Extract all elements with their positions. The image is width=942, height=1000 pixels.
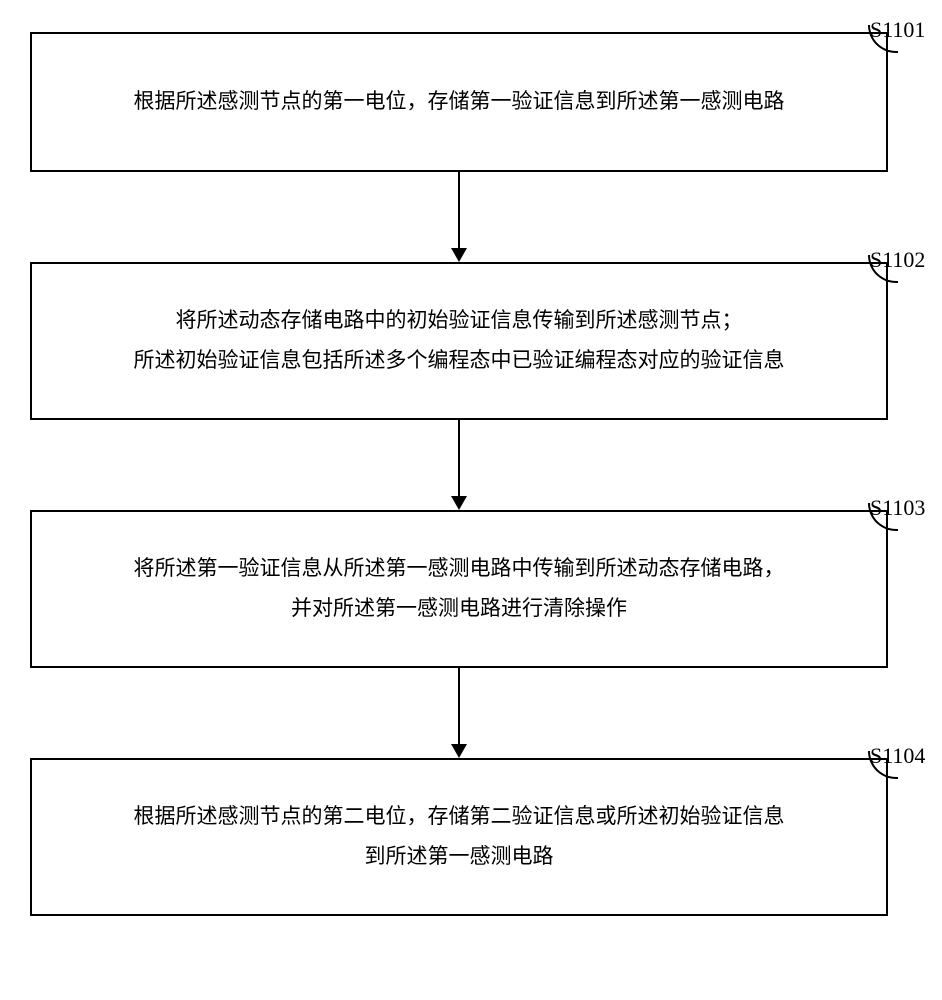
arrow-line-1 xyxy=(458,172,460,248)
arrow-line-2 xyxy=(458,420,460,496)
box-text: 将所述动态存储电路中的初始验证信息传输到所述感测节点； xyxy=(176,301,743,341)
flowchart-container: S1101 根据所述感测节点的第一电位，存储第一验证信息到所述第一感测电路 S1… xyxy=(0,0,942,1000)
flowchart-box-3: 将所述第一验证信息从所述第一感测电路中传输到所述动态存储电路， 并对所述第一感测… xyxy=(30,510,888,668)
box-text: 到所述第一感测电路 xyxy=(365,837,554,877)
arrow-line-3 xyxy=(458,668,460,744)
box-text: 将所述第一验证信息从所述第一感测电路中传输到所述动态存储电路， xyxy=(134,549,785,589)
flowchart-box-1: 根据所述感测节点的第一电位，存储第一验证信息到所述第一感测电路 xyxy=(30,32,888,172)
arrow-head-3 xyxy=(451,744,467,758)
box-text: 根据所述感测节点的第一电位，存储第一验证信息到所述第一感测电路 xyxy=(134,82,785,122)
box-text: 并对所述第一感测电路进行清除操作 xyxy=(291,589,627,629)
flowchart-box-4: 根据所述感测节点的第二电位，存储第二验证信息或所述初始验证信息 到所述第一感测电… xyxy=(30,758,888,916)
arrow-head-1 xyxy=(451,248,467,262)
flowchart-box-2: 将所述动态存储电路中的初始验证信息传输到所述感测节点； 所述初始验证信息包括所述… xyxy=(30,262,888,420)
box-text: 根据所述感测节点的第二电位，存储第二验证信息或所述初始验证信息 xyxy=(134,797,785,837)
box-text: 所述初始验证信息包括所述多个编程态中已验证编程态对应的验证信息 xyxy=(134,341,785,381)
arrow-head-2 xyxy=(451,496,467,510)
